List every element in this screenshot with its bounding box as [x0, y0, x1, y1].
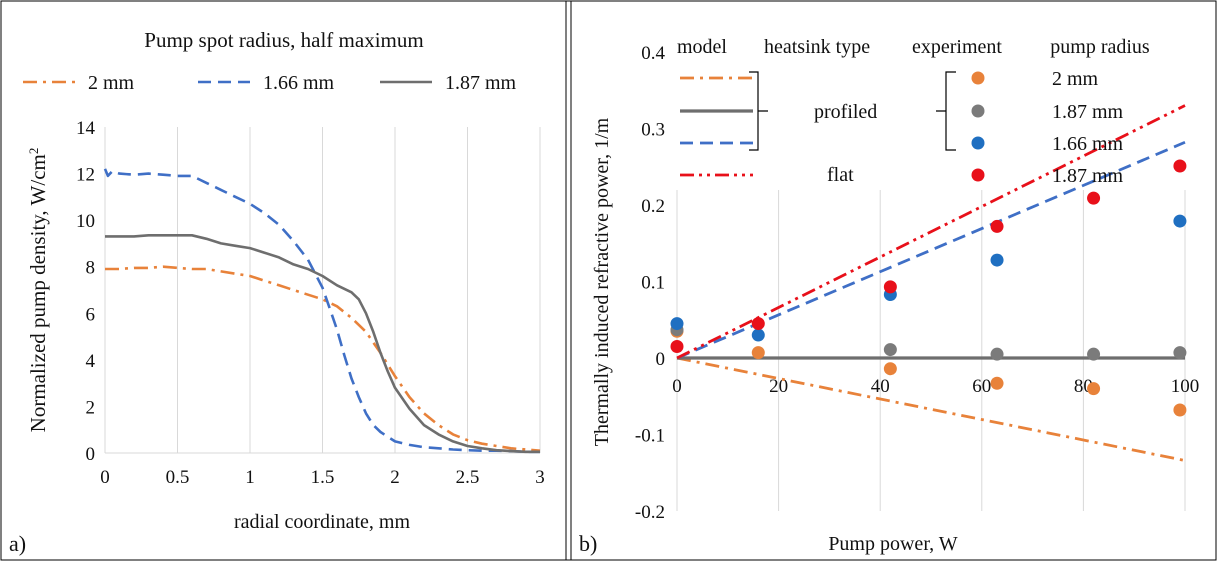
chart-b-xtick-label: 0	[672, 376, 682, 397]
chart-b-experiment-point	[883, 362, 897, 376]
chart-b-experiment-point	[990, 347, 1004, 361]
legend-dot-2mm	[971, 71, 985, 85]
chart-b-ylabel: Thermally induced refractive power, 1/m	[591, 117, 613, 446]
legend-entry-flat-1-87mm: 1.87 mm	[1052, 165, 1124, 187]
legend-dot-1-66mm	[971, 136, 985, 150]
legend-header-experiment: experiment	[912, 36, 1002, 58]
chart-a-legend-title: Pump spot radius, half maximum	[144, 28, 423, 52]
chart-b-experiment-point	[1173, 159, 1187, 173]
chart-b-experiment-points	[670, 159, 1187, 417]
chart-b-experiment-point	[990, 253, 1004, 267]
chart-a-ylabel: Normalized pump density, W/cm2	[26, 148, 51, 433]
chart-b-experiment-point	[751, 346, 765, 360]
chart-a-xtick-label: 3	[535, 467, 545, 488]
chart-a-xlabel: radial coordinate, mm	[234, 511, 410, 533]
legend-label-2mm: 2 mm	[88, 72, 135, 94]
chart-b-experiment-point	[670, 340, 684, 354]
chart-a-xtick-label: 2.5	[456, 467, 480, 488]
chart-b-ytick-label: -0.2	[635, 502, 665, 523]
chart-b-experiment-point	[751, 328, 765, 342]
chart-a-xtick-label: 0.5	[166, 467, 190, 488]
legend-bracket-model	[749, 71, 768, 151]
legend-entry-2mm: 2 mm	[1052, 68, 1099, 90]
legend-group-profiled: profiled	[814, 101, 877, 123]
chart-b-ytick-label: 0.2	[641, 196, 665, 217]
chart-b-xtick-label: 60	[972, 376, 991, 397]
chart-b-ytick-label: 0.1	[641, 273, 665, 294]
legend-entry-1-87mm: 1.87 mm	[1052, 101, 1124, 123]
chart-b-legend: model heatsink type experiment pump radi…	[677, 36, 1150, 187]
chart-a: 0 0.5 1 1.5 2 2.5 3 0 2 4 6 8 10 12 14 Pump spot radiu…	[9, 28, 545, 556]
chart-b-experiment-point	[883, 280, 897, 294]
chart-b-experiment-point	[1173, 346, 1187, 360]
chart-a-series-line	[105, 234, 540, 454]
chart-b-model-line	[676, 104, 1186, 360]
chart-b-ytick-label: 0.4	[641, 43, 665, 64]
chart-b-experiment-point	[1087, 347, 1101, 361]
chart-a-ylabel-text: Normalized pump density, W/cm	[26, 154, 50, 432]
chart-a-ytick-label: 14	[76, 118, 96, 139]
chart-b: 0 20 40 60 80 100-0.2-0.100.10.20.30.4 model …	[579, 36, 1199, 556]
chart-a-ytick-label: 6	[86, 304, 96, 325]
chart-b-experiment-point	[751, 317, 765, 331]
legend-bracket-experiment	[936, 71, 956, 151]
chart-a-series-line	[103, 168, 540, 454]
chart-a-series-line	[105, 265, 541, 452]
chart-b-experiment-point	[1173, 403, 1187, 417]
legend-header-heatsink-type: heatsink type	[764, 36, 870, 58]
chart-a-xtick-label: 1.5	[311, 467, 335, 488]
legend-group-flat: flat	[827, 164, 854, 186]
chart-b-experiment-point	[1087, 191, 1101, 205]
chart-a-xtick-label: 2	[390, 467, 400, 488]
chart-b-ytick-label: -0.1	[635, 426, 665, 447]
chart-b-ytick-label: 0	[656, 349, 666, 370]
chart-a-ytick-label: 0	[86, 444, 96, 465]
chart-a-tick-labels: 0 0.5 1 1.5 2 2.5 3 0 2 4 6 8 10 12 14	[76, 118, 545, 488]
chart-a-gridlines	[104, 127, 541, 454]
legend-dot-flat	[971, 168, 985, 182]
chart-a-ytick-label: 2	[86, 397, 96, 418]
chart-b-experiment-point	[670, 317, 684, 331]
chart-a-ytick-label: 12	[76, 165, 95, 186]
chart-b-panel-label: b)	[579, 531, 597, 556]
chart-a-ytick-label: 4	[86, 351, 96, 372]
legend-header-model: model	[677, 36, 727, 58]
legend-entry-1-66mm: 1.66 mm	[1052, 133, 1124, 155]
chart-a-ytick-label: 8	[86, 258, 96, 279]
chart-b-xtick-label: 20	[769, 376, 788, 397]
chart-b-model-lines	[676, 104, 1186, 462]
legend-dot-1-87mm	[971, 104, 985, 118]
chart-b-tick-labels: 0 20 40 60 80 100-0.2-0.100.10.20.30.4	[635, 43, 1199, 523]
legend-header-pump-radius: pump radius	[1050, 36, 1150, 58]
chart-a-xtick-label: 1	[245, 467, 255, 488]
chart-a-panel-label: a)	[9, 531, 26, 556]
chart-b-experiment-point	[990, 219, 1004, 233]
chart-b-xlabel: Pump power, W	[828, 533, 957, 555]
chart-b-xtick-label: 40	[871, 376, 890, 397]
chart-a-legend: 2 mm 1.66 mm 1.87 mm	[23, 72, 517, 94]
chart-b-experiment-point	[990, 376, 1004, 390]
legend-label-1-66mm: 1.66 mm	[263, 72, 335, 94]
chart-a-ylabel-sup: 2	[26, 148, 41, 155]
chart-b-experiment-point	[1087, 382, 1101, 396]
chart-b-experiment-point	[1173, 214, 1187, 228]
legend-label-1-87mm: 1.87 mm	[445, 72, 517, 94]
chart-b-xtick-label: 100	[1171, 376, 1200, 397]
chart-b-model-line	[676, 356, 1186, 462]
chart-b-experiment-point	[883, 343, 897, 357]
chart-a-ytick-label: 10	[76, 211, 95, 232]
chart-a-series	[103, 168, 541, 454]
chart-b-ytick-label: 0.3	[641, 120, 665, 141]
chart-a-xtick-label: 0	[100, 467, 110, 488]
